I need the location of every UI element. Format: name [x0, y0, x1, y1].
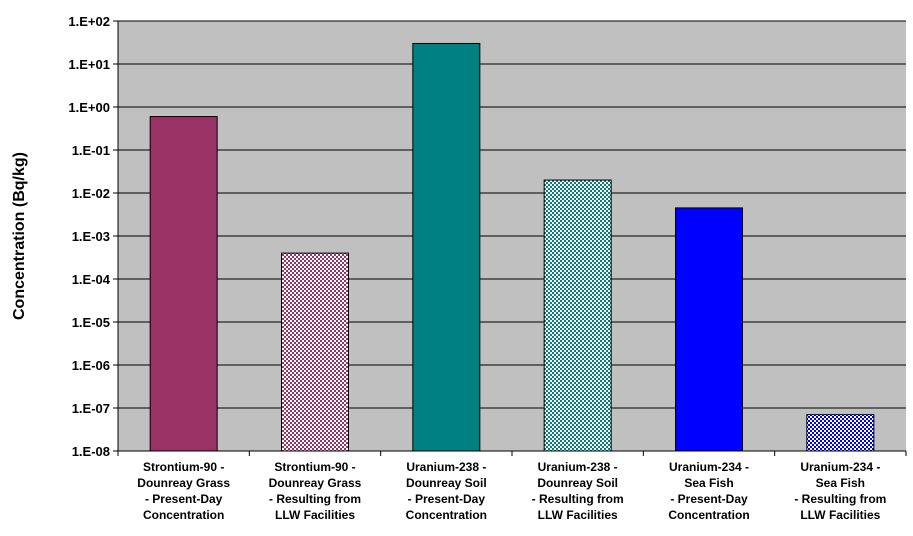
y-axis-title: Concentration (Bq/kg) — [11, 152, 28, 320]
y-tick-label: 1.E+01 — [68, 57, 110, 72]
y-tick-label: 1.E-04 — [72, 272, 111, 287]
y-tick-label: 1.E-01 — [72, 143, 110, 158]
bar — [412, 42, 481, 452]
bar — [675, 207, 743, 452]
x-tick-label: Uranium-234 -Sea Fish - Resulting from LLW… — [794, 460, 886, 522]
x-tick-label: Uranium-234 -Sea Fish - Present-Day Concen… — [668, 460, 749, 522]
bar — [543, 179, 612, 452]
gridlines — [118, 20, 906, 452]
y-tick-label: 1.E-03 — [72, 229, 110, 244]
bars — [149, 42, 875, 452]
y-tick-label: 1.E-06 — [72, 358, 110, 373]
y-tick-label: 1.E-08 — [72, 444, 110, 459]
x-tick-labels: Strontium-90 -Dounreay Grass - Present-Da… — [137, 460, 886, 522]
bar — [149, 116, 218, 452]
axes — [113, 20, 907, 456]
bar — [281, 252, 349, 452]
y-tick-label: 1.E-02 — [72, 186, 110, 201]
y-tick-label: 1.E+00 — [68, 100, 110, 115]
x-tick-label: Strontium-90 -Dounreay Grass - Resulting … — [269, 460, 362, 522]
y-tick-label: 1.E-05 — [72, 315, 110, 330]
y-tick-label: 1.E+02 — [68, 14, 110, 29]
x-tick-label: Strontium-90 -Dounreay Grass - Present-Da… — [137, 460, 230, 522]
x-tick-label: Uranium-238 -Dounreay Soil - Resulting fr… — [532, 460, 624, 522]
y-tick-labels: 1.E-08 1.E-07 1.E-06 1.E-05 1.E-04 1.E-03 1.E-… — [68, 14, 110, 459]
x-tick-label: Uranium-238 -Dounreay Soil - Present-Day C… — [406, 460, 487, 522]
bar — [806, 414, 875, 452]
y-tick-label: 1.E-07 — [72, 401, 110, 416]
